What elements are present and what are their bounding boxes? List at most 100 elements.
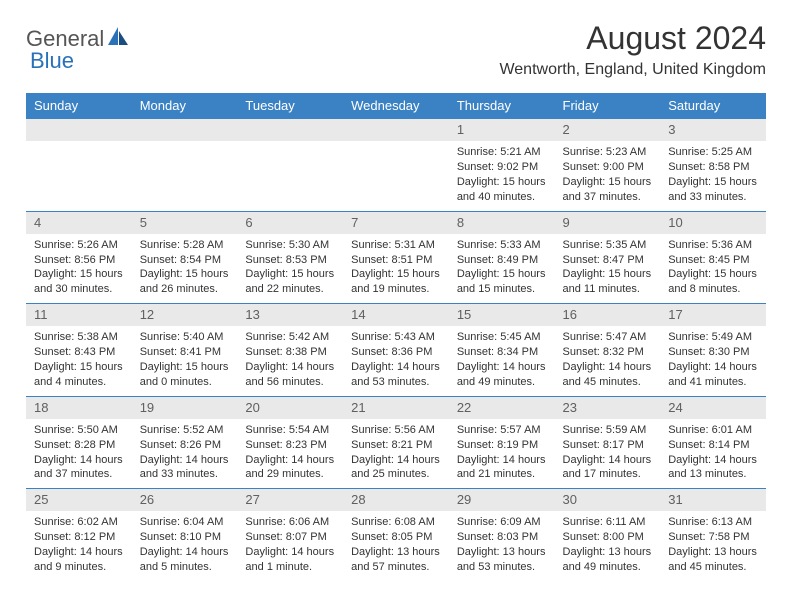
day-number: 1	[449, 119, 555, 141]
day-content: Sunrise: 5:30 AMSunset: 8:53 PMDaylight:…	[237, 234, 343, 303]
sunrise-text: Sunrise: 5:45 AM	[457, 330, 547, 345]
day-content: Sunrise: 5:40 AMSunset: 8:41 PMDaylight:…	[132, 326, 238, 395]
calendar-cell: 13Sunrise: 5:42 AMSunset: 8:38 PMDayligh…	[237, 304, 343, 397]
day-content: Sunrise: 5:36 AMSunset: 8:45 PMDaylight:…	[660, 234, 766, 303]
sunset-text: Sunset: 8:41 PM	[140, 345, 230, 360]
day-number: 12	[132, 304, 238, 326]
day-number: 10	[660, 212, 766, 234]
calendar-cell: 18Sunrise: 5:50 AMSunset: 8:28 PMDayligh…	[26, 396, 132, 489]
day-content: Sunrise: 5:54 AMSunset: 8:23 PMDaylight:…	[237, 419, 343, 488]
day-number: 24	[660, 397, 766, 419]
sunset-text: Sunset: 8:36 PM	[351, 345, 441, 360]
day-content: Sunrise: 5:26 AMSunset: 8:56 PMDaylight:…	[26, 234, 132, 303]
sunrise-text: Sunrise: 6:01 AM	[668, 423, 758, 438]
sunrise-text: Sunrise: 5:57 AM	[457, 423, 547, 438]
day-number: 29	[449, 489, 555, 511]
sunrise-text: Sunrise: 5:21 AM	[457, 145, 547, 160]
day-content: Sunrise: 5:25 AMSunset: 8:58 PMDaylight:…	[660, 141, 766, 210]
day-header: Friday	[555, 93, 661, 119]
day-number: 16	[555, 304, 661, 326]
calendar-cell: 25Sunrise: 6:02 AMSunset: 8:12 PMDayligh…	[26, 489, 132, 581]
sunrise-text: Sunrise: 5:31 AM	[351, 238, 441, 253]
sunset-text: Sunset: 8:23 PM	[245, 438, 335, 453]
day-number: 4	[26, 212, 132, 234]
sunset-text: Sunset: 8:28 PM	[34, 438, 124, 453]
calendar-cell: 23Sunrise: 5:59 AMSunset: 8:17 PMDayligh…	[555, 396, 661, 489]
calendar-cell: 24Sunrise: 6:01 AMSunset: 8:14 PMDayligh…	[660, 396, 766, 489]
month-title: August 2024	[499, 20, 766, 57]
day-content: Sunrise: 5:59 AMSunset: 8:17 PMDaylight:…	[555, 419, 661, 488]
calendar-cell: 9Sunrise: 5:35 AMSunset: 8:47 PMDaylight…	[555, 211, 661, 304]
sunset-text: Sunset: 8:17 PM	[563, 438, 653, 453]
calendar-week-row: 11Sunrise: 5:38 AMSunset: 8:43 PMDayligh…	[26, 304, 766, 397]
sunrise-text: Sunrise: 5:47 AM	[563, 330, 653, 345]
sunset-text: Sunset: 8:51 PM	[351, 253, 441, 268]
location-text: Wentworth, England, United Kingdom	[499, 61, 766, 79]
sunset-text: Sunset: 8:03 PM	[457, 530, 547, 545]
sunset-text: Sunset: 8:49 PM	[457, 253, 547, 268]
calendar-cell: 19Sunrise: 5:52 AMSunset: 8:26 PMDayligh…	[132, 396, 238, 489]
day-number: 19	[132, 397, 238, 419]
daylight-text: Daylight: 15 hours and 22 minutes.	[245, 267, 335, 297]
sunrise-text: Sunrise: 5:35 AM	[563, 238, 653, 253]
day-number: 31	[660, 489, 766, 511]
sunrise-text: Sunrise: 5:38 AM	[34, 330, 124, 345]
calendar-cell: 3Sunrise: 5:25 AMSunset: 8:58 PMDaylight…	[660, 119, 766, 212]
header: General August 2024 Wentworth, England, …	[26, 20, 766, 79]
day-number: 13	[237, 304, 343, 326]
day-content: Sunrise: 6:02 AMSunset: 8:12 PMDaylight:…	[26, 511, 132, 580]
daylight-text: Daylight: 15 hours and 15 minutes.	[457, 267, 547, 297]
calendar-cell: 7Sunrise: 5:31 AMSunset: 8:51 PMDaylight…	[343, 211, 449, 304]
day-number	[343, 119, 449, 141]
day-content: Sunrise: 5:57 AMSunset: 8:19 PMDaylight:…	[449, 419, 555, 488]
calendar-week-row: 4Sunrise: 5:26 AMSunset: 8:56 PMDaylight…	[26, 211, 766, 304]
sunrise-text: Sunrise: 6:13 AM	[668, 515, 758, 530]
sunset-text: Sunset: 8:10 PM	[140, 530, 230, 545]
sunset-text: Sunset: 8:07 PM	[245, 530, 335, 545]
day-number: 3	[660, 119, 766, 141]
calendar-cell: 16Sunrise: 5:47 AMSunset: 8:32 PMDayligh…	[555, 304, 661, 397]
calendar-week-row: 1Sunrise: 5:21 AMSunset: 9:02 PMDaylight…	[26, 119, 766, 212]
sunset-text: Sunset: 8:54 PM	[140, 253, 230, 268]
calendar-cell: 15Sunrise: 5:45 AMSunset: 8:34 PMDayligh…	[449, 304, 555, 397]
sunset-text: Sunset: 8:58 PM	[668, 160, 758, 175]
day-content: Sunrise: 5:56 AMSunset: 8:21 PMDaylight:…	[343, 419, 449, 488]
sunrise-text: Sunrise: 5:28 AM	[140, 238, 230, 253]
day-number: 18	[26, 397, 132, 419]
day-header: Monday	[132, 93, 238, 119]
calendar-cell: 4Sunrise: 5:26 AMSunset: 8:56 PMDaylight…	[26, 211, 132, 304]
day-content: Sunrise: 5:33 AMSunset: 8:49 PMDaylight:…	[449, 234, 555, 303]
sunset-text: Sunset: 8:53 PM	[245, 253, 335, 268]
day-content: Sunrise: 5:42 AMSunset: 8:38 PMDaylight:…	[237, 326, 343, 395]
logo-sail-icon	[108, 27, 130, 52]
sunrise-text: Sunrise: 5:43 AM	[351, 330, 441, 345]
day-content: Sunrise: 5:45 AMSunset: 8:34 PMDaylight:…	[449, 326, 555, 395]
day-number: 25	[26, 489, 132, 511]
daylight-text: Daylight: 15 hours and 4 minutes.	[34, 360, 124, 390]
sunrise-text: Sunrise: 5:52 AM	[140, 423, 230, 438]
calendar-cell: 31Sunrise: 6:13 AMSunset: 7:58 PMDayligh…	[660, 489, 766, 581]
daylight-text: Daylight: 15 hours and 8 minutes.	[668, 267, 758, 297]
sunset-text: Sunset: 8:38 PM	[245, 345, 335, 360]
daylight-text: Daylight: 14 hours and 17 minutes.	[563, 453, 653, 483]
daylight-text: Daylight: 14 hours and 49 minutes.	[457, 360, 547, 390]
calendar-cell: 11Sunrise: 5:38 AMSunset: 8:43 PMDayligh…	[26, 304, 132, 397]
daylight-text: Daylight: 15 hours and 11 minutes.	[563, 267, 653, 297]
day-content: Sunrise: 6:06 AMSunset: 8:07 PMDaylight:…	[237, 511, 343, 580]
day-content: Sunrise: 6:01 AMSunset: 8:14 PMDaylight:…	[660, 419, 766, 488]
day-number: 20	[237, 397, 343, 419]
sunset-text: Sunset: 8:19 PM	[457, 438, 547, 453]
day-number: 8	[449, 212, 555, 234]
sunrise-text: Sunrise: 5:54 AM	[245, 423, 335, 438]
day-header-row: Sunday Monday Tuesday Wednesday Thursday…	[26, 93, 766, 119]
day-number: 9	[555, 212, 661, 234]
daylight-text: Daylight: 15 hours and 30 minutes.	[34, 267, 124, 297]
day-number: 17	[660, 304, 766, 326]
day-content: Sunrise: 5:47 AMSunset: 8:32 PMDaylight:…	[555, 326, 661, 395]
sunrise-text: Sunrise: 6:02 AM	[34, 515, 124, 530]
daylight-text: Daylight: 15 hours and 19 minutes.	[351, 267, 441, 297]
title-block: August 2024 Wentworth, England, United K…	[499, 20, 766, 79]
daylight-text: Daylight: 13 hours and 53 minutes.	[457, 545, 547, 575]
day-number: 22	[449, 397, 555, 419]
calendar-cell: 14Sunrise: 5:43 AMSunset: 8:36 PMDayligh…	[343, 304, 449, 397]
